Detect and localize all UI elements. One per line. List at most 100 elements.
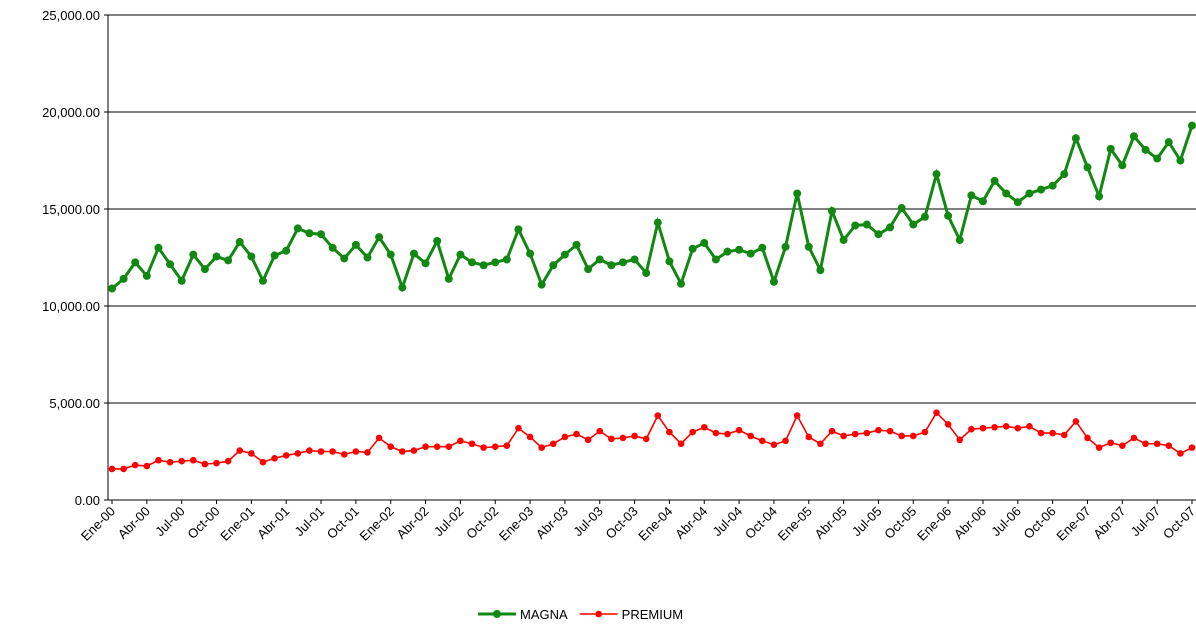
point (770, 441, 778, 449)
point (724, 430, 731, 438)
point (584, 436, 592, 444)
y-tick-label: 5,000.00 (49, 396, 100, 411)
point (155, 456, 162, 464)
x-tick-label: Abr-00 (115, 504, 153, 542)
point (642, 435, 650, 443)
point (305, 229, 314, 238)
point (142, 271, 151, 280)
point (224, 256, 233, 265)
point (804, 242, 813, 251)
point (526, 249, 535, 258)
point (874, 230, 883, 239)
point (375, 434, 383, 442)
x-tick-label: Jul-06 (988, 504, 1024, 540)
point (549, 440, 557, 448)
x-tick-label: Ene-00 (78, 504, 118, 544)
point (1095, 192, 1104, 201)
point (235, 237, 244, 246)
point (178, 457, 185, 465)
point (200, 265, 209, 274)
point (607, 261, 616, 270)
point (491, 443, 499, 450)
point (677, 440, 685, 448)
legend-marker (493, 610, 501, 618)
point (352, 448, 360, 455)
point (747, 432, 755, 440)
point (920, 212, 929, 221)
point (1060, 431, 1068, 439)
point (131, 258, 140, 267)
point (1060, 170, 1069, 179)
point (538, 444, 545, 451)
x-tick-label: Abr-01 (254, 504, 292, 542)
x-tick-label: Ene-07 (1053, 504, 1093, 544)
point (479, 261, 488, 270)
point (248, 450, 255, 457)
point (689, 428, 696, 436)
point (364, 449, 371, 456)
point (1188, 444, 1196, 451)
point (410, 447, 418, 454)
legend-label: PREMIUM (622, 607, 683, 622)
point (119, 274, 128, 283)
point (758, 243, 767, 252)
point (665, 257, 674, 266)
point (351, 240, 360, 249)
x-tick-label: Ene-04 (635, 504, 675, 544)
point (1084, 434, 1091, 442)
point (433, 443, 441, 450)
x-tick-label: Jul-04 (710, 504, 746, 540)
point (909, 220, 918, 229)
point (491, 258, 500, 267)
point (399, 448, 406, 455)
y-tick-label: 10,000.00 (42, 299, 100, 314)
point (247, 252, 256, 261)
legend-item: PREMIUM (579, 607, 683, 622)
point (979, 424, 987, 432)
point (363, 253, 372, 262)
point (863, 429, 871, 437)
x-tick-label: Oct-02 (463, 504, 501, 542)
point (1014, 424, 1022, 432)
point (480, 444, 487, 451)
point (793, 189, 802, 198)
series-line (111, 125, 1194, 293)
point (421, 259, 430, 268)
point (862, 220, 871, 229)
point (955, 236, 964, 245)
point (177, 276, 186, 285)
point (735, 245, 744, 254)
point (236, 447, 244, 454)
point (293, 224, 302, 233)
point (828, 206, 836, 215)
point (1176, 156, 1185, 165)
point (595, 255, 604, 264)
point (584, 265, 593, 274)
point (526, 433, 534, 441)
x-tick-label: Abr-07 (1090, 504, 1128, 542)
point (933, 409, 940, 417)
point (1119, 442, 1126, 449)
point (666, 428, 673, 436)
point (258, 276, 267, 285)
point (259, 458, 267, 466)
point (375, 233, 384, 242)
point (224, 457, 232, 465)
point (875, 426, 882, 434)
point (445, 443, 453, 450)
x-tick-label: Oct-07 (1160, 504, 1196, 542)
point (654, 412, 662, 419)
x-tick-label: Oct-04 (742, 504, 780, 542)
x-tick-label: Ene-02 (357, 504, 397, 544)
point (978, 197, 987, 206)
series-line (112, 411, 1193, 470)
point (619, 434, 627, 442)
x-tick-label: Jul-00 (152, 504, 188, 540)
point (1049, 429, 1056, 437)
point (990, 176, 999, 185)
point (967, 191, 976, 200)
point (131, 461, 139, 469)
x-tick-label: Ene-05 (775, 504, 815, 544)
point (537, 280, 546, 289)
